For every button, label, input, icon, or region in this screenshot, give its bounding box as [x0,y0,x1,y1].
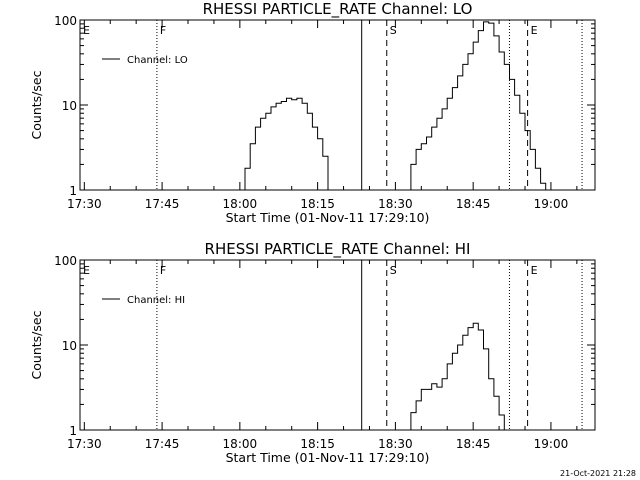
chart-title: RHESSI PARTICLE_RATE Channel: HI [205,240,471,259]
x-tick-label: 18:15 [300,437,335,451]
y-axis-label: Counts/sec [29,310,44,379]
x-tick-label: 19:00 [534,197,569,211]
x-tick-label: 18:45 [456,437,491,451]
y-tick-label: 100 [54,254,77,268]
chart-panel-1: RHESSI PARTICLE_RATE Channel: HI 1 10 100 17… [29,240,596,465]
event-marker-label: E [83,264,90,277]
x-tick-label: 18:45 [456,197,491,211]
y-tick-label: 10 [62,99,77,113]
y-tick-label: 10 [62,339,77,353]
x-axis-label: Start Time (01-Nov-11 17:29:10) [226,450,430,465]
x-tick-label: 17:45 [145,197,180,211]
x-axis-label: Start Time (01-Nov-11 17:29:10) [226,210,430,225]
event-marker-label: F [160,264,166,277]
x-tick-label: 18:30 [378,437,413,451]
event-marker-label: S [390,24,397,37]
legend-label: Channel: HI [127,295,185,306]
legend-label: Channel: LO [127,55,188,66]
x-tick-label: 18:15 [300,197,335,211]
chart-title: RHESSI PARTICLE_RATE Channel: LO [203,0,473,19]
footer-timestamp: 21-Oct-2021 21:28 [560,469,636,478]
y-tick-label: 1 [69,424,77,438]
chart-panel-0: RHESSI PARTICLE_RATE Channel: LO 1 10 100 17… [29,0,596,225]
y-tick-label: 100 [54,14,77,28]
event-marker-label: E [531,264,538,277]
x-tick-label: 19:00 [534,437,569,451]
x-tick-label: 18:00 [223,437,258,451]
event-marker-label: E [83,24,90,37]
series-line [244,21,547,191]
event-marker-label: S [390,264,397,277]
series-line [405,322,505,431]
x-tick-label: 17:45 [145,437,180,451]
x-tick-label: 18:30 [378,197,413,211]
event-marker-label: E [531,24,538,37]
y-axis-label: Counts/sec [29,70,44,139]
x-tick-label: 18:00 [223,197,258,211]
event-marker-label: F [160,24,166,37]
y-tick-label: 1 [69,184,77,198]
x-tick-label: 17:30 [67,437,102,451]
x-tick-label: 17:30 [67,197,102,211]
